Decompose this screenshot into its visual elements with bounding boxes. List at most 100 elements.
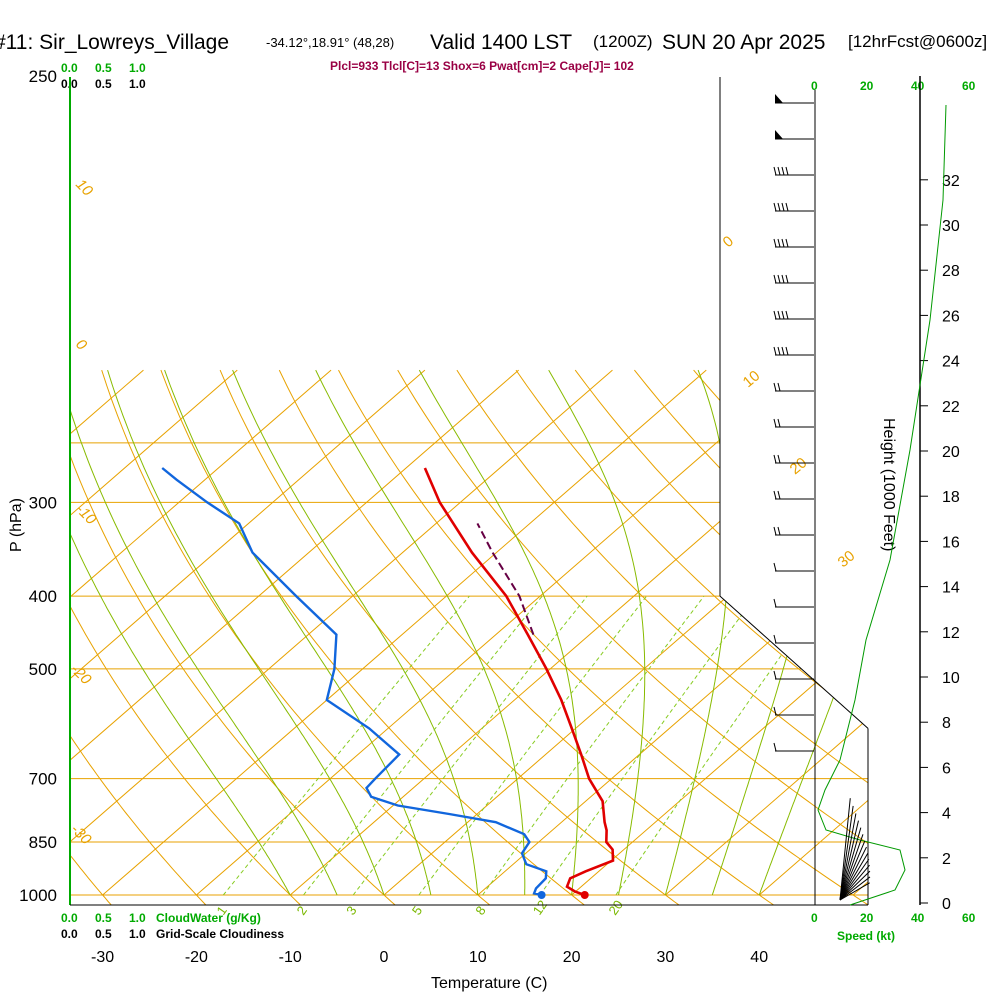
temp-tick-7: 40 xyxy=(750,949,768,966)
temperature-line xyxy=(423,467,615,897)
temp-tick-1: -20 xyxy=(185,949,208,966)
moist-adiabat-40 xyxy=(758,369,868,896)
height-tick-26: 26 xyxy=(942,308,960,325)
wind-barb-0 xyxy=(775,94,814,104)
mixing-ratio-label-12: 12 xyxy=(530,897,551,917)
lower-wind-barb-7 xyxy=(839,846,867,901)
height-tick-2: 2 xyxy=(942,851,951,868)
forecast-run: [12hrFcst@0600z] xyxy=(848,32,987,51)
pressure-tick-400: 400 xyxy=(29,587,57,606)
temp-tick-0: -30 xyxy=(91,949,114,966)
dry-adiabat--30 xyxy=(70,370,117,905)
stability-indices: Plcl=933 Tlcl[C]=13 Shox=6 Pwat[cm]=2 Ca… xyxy=(330,59,634,73)
moist-adiabat-0 xyxy=(107,369,385,896)
height-tick-18: 18 xyxy=(942,489,960,506)
lower-wind-barb-4 xyxy=(839,827,862,901)
isotherm--40 xyxy=(70,369,613,896)
station-coords: -34.12°,18.91° (48,28) xyxy=(266,35,394,50)
lower-wind-barb-8 xyxy=(839,852,869,901)
dry-adiabat-40 xyxy=(278,369,783,905)
wind-barb-17 xyxy=(773,706,814,716)
height-tick-6: 6 xyxy=(942,760,951,777)
height-tick-10: 10 xyxy=(942,670,960,687)
temp-tick-4: 10 xyxy=(469,949,487,966)
bottom-cloudwater-tick-2: 1.0 xyxy=(129,911,146,925)
wind-barb-11 xyxy=(773,490,814,500)
bottom-cloudiness-tick-1: 0.5 xyxy=(95,927,112,941)
dry-adiabat-80 xyxy=(515,369,868,905)
isotherm--70 xyxy=(70,369,332,896)
temp-tick-5: 20 xyxy=(563,949,581,966)
moist-adiabat-5 xyxy=(164,369,432,896)
lower-wind-barb-0 xyxy=(839,798,851,901)
dry-adiabat-50 xyxy=(338,369,868,905)
mixing-ratio-8 xyxy=(482,595,705,896)
height-tick-4: 4 xyxy=(942,806,951,823)
lower-wind-barb-1 xyxy=(839,805,854,901)
isotherm-30 xyxy=(665,369,868,896)
speed-label: Speed (kt) xyxy=(837,929,895,943)
isotherm--30 xyxy=(102,369,707,896)
pressure-tick-250: 250 xyxy=(29,67,57,86)
height-tick-28: 28 xyxy=(942,263,960,280)
top-cloudwater-tick-0: 0.0 xyxy=(61,61,78,75)
wind-barb-18 xyxy=(773,742,814,752)
y-axis-label: P (hPa) xyxy=(8,498,25,552)
mixing-ratio-5 xyxy=(418,595,647,896)
wind-barb-2 xyxy=(773,166,814,176)
temp-tick-2: -10 xyxy=(279,949,302,966)
bottom-scale: 0.0 0.5 1.0 CloudWater (g/Kg) 0.0 0.5 1.… xyxy=(61,911,976,943)
mixing-ratio-1 xyxy=(222,595,470,896)
bottom-cloudwater-tick-1: 0.5 xyxy=(95,911,112,925)
bottom-speed-tick-1: 20 xyxy=(860,911,874,925)
sounding-plot xyxy=(161,467,615,899)
wind-barb-5 xyxy=(773,274,814,284)
wind-barb-13 xyxy=(773,562,814,572)
dry-adiabat-0 xyxy=(70,369,403,905)
zulu-time: (1200Z) xyxy=(593,32,653,51)
wind-barb-16 xyxy=(773,670,814,680)
surface-dewpoint-dot xyxy=(537,891,546,899)
lower-wind-barb-10 xyxy=(839,864,870,901)
dry-adiabat-20 xyxy=(160,369,593,905)
wind-barb-15 xyxy=(773,634,814,644)
top-speed-tick-1: 20 xyxy=(860,79,874,93)
wind-barb-12 xyxy=(773,526,814,536)
dry-adiabat-70 xyxy=(456,369,868,905)
dry-adiabat--10 xyxy=(70,369,307,905)
mixing-ratio-label-20: 20 xyxy=(605,897,626,917)
bottom-cloudiness-tick-0: 0.0 xyxy=(61,927,78,941)
wind-barb-14 xyxy=(773,598,814,608)
isotherm-20 xyxy=(571,369,868,896)
moist-adiabat-25 xyxy=(548,369,646,896)
height-tick-8: 8 xyxy=(942,715,951,732)
isotherm--50 xyxy=(70,369,519,896)
height-tick-22: 22 xyxy=(942,399,960,416)
top-cloudwater-tick-2: 1.0 xyxy=(129,61,146,75)
height-tick-0: 0 xyxy=(942,896,951,913)
pressure-tick-700: 700 xyxy=(29,770,57,789)
bottom-cloudiness-tick-2: 1.0 xyxy=(129,927,146,941)
pressure-tick-300: 300 xyxy=(29,493,57,512)
lower-wind-barb-13 xyxy=(839,882,870,901)
bottom-cloudwater-tick-0: 0.0 xyxy=(61,911,78,925)
mixing-ratio-12 xyxy=(539,595,757,896)
top-speed-tick-0: 0 xyxy=(811,79,818,93)
height-axis-label: Height (1000 Feet) xyxy=(880,418,897,551)
cloudiness-label: Grid-Scale Cloudiness xyxy=(156,927,284,941)
height-tick-14: 14 xyxy=(942,580,960,597)
height-tick-16: 16 xyxy=(942,534,960,551)
lower-wind-barb-12 xyxy=(839,876,871,901)
bottom-speed-tick-0: 0 xyxy=(811,911,818,925)
temp-tick-3: 0 xyxy=(380,949,389,966)
x-axis-label: Temperature (C) xyxy=(431,975,547,992)
wind-speed-profile xyxy=(817,104,947,906)
wind-profile xyxy=(773,90,947,906)
top-cloudiness-tick-2: 1.0 xyxy=(129,77,146,91)
wind-barb-9 xyxy=(773,418,814,428)
lower-wind-barb-5 xyxy=(839,834,864,901)
wind-barb-1 xyxy=(775,130,814,140)
bottom-speed-tick-2: 40 xyxy=(911,911,925,925)
